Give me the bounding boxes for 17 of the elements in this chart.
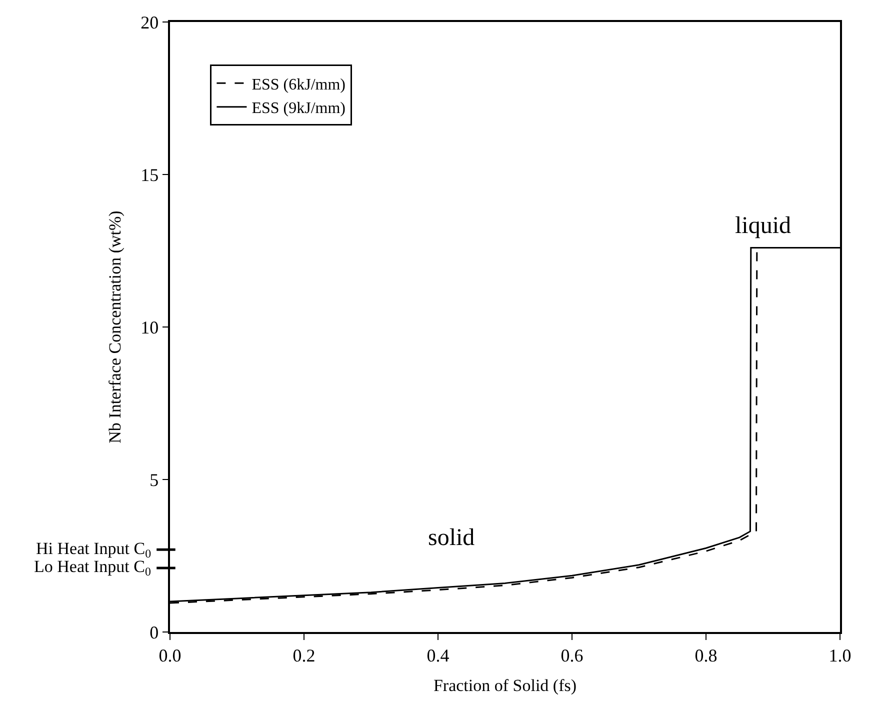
x-tick-label: 0.2 (292, 645, 316, 666)
x-tick-label: 1.0 (828, 645, 852, 666)
x-tick-label: 0.6 (560, 645, 584, 666)
y-axis-title: Nb Interface Concentration (wt%) (106, 210, 125, 444)
y-tick-label: 5 (150, 470, 159, 490)
x-axis-title: Fraction of Solid (fs) (433, 676, 577, 696)
x-tick-label: 0.8 (694, 645, 718, 666)
y-tick-label: 20 (140, 12, 159, 32)
y-tick-label: 10 (140, 317, 159, 338)
legend-label: ESS (6kJ/mm) (252, 76, 346, 94)
y-tick-label: 0 (150, 622, 159, 642)
y-tick-label: 15 (140, 164, 159, 185)
annotation: liquid (735, 213, 792, 239)
legend-label: ESS (9kJ/mm) (252, 100, 346, 118)
x-tick-label: 0.0 (158, 645, 182, 666)
annotation: solid (428, 525, 475, 551)
x-tick-label: 0.4 (426, 645, 450, 666)
